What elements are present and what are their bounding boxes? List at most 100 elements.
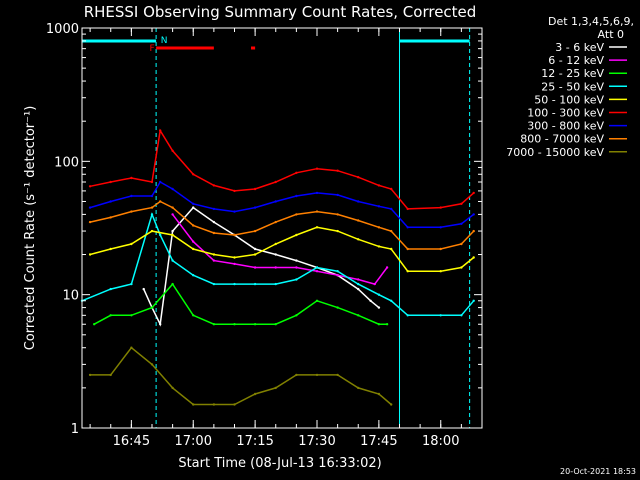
data-point-4-18 [460,266,463,269]
x-tick-label: 17:30 [298,434,335,449]
data-point-5-20 [472,191,475,195]
data-point-5-4 [159,129,162,132]
data-point-5-12 [315,167,319,170]
data-point-7-0 [88,220,92,224]
data-point-6-9 [253,206,257,209]
y-tick-label: 1000 [46,22,79,37]
data-point-5-13 [336,169,339,172]
data-point-2-11 [315,299,319,302]
data-point-4-8 [253,253,257,256]
x-axis-label: Start Time (08-Jul-13 16:33:02) [178,456,381,471]
data-point-3-16 [390,299,393,302]
timestamp: 20-Oct-2021 18:53 [560,467,636,476]
y-tick-label: 10 [62,289,79,304]
data-point-5-2 [130,176,133,180]
legend-label-5: 100 - 300 keV [527,107,604,120]
data-point-8-10 [295,373,298,377]
data-point-0-14 [377,306,381,309]
data-point-6-11 [295,194,298,198]
data-point-8-14 [377,392,381,396]
legend-label-2: 12 - 25 keV [541,67,604,80]
data-point-6-13 [336,193,339,197]
legend-label-0: 3 - 6 keV [555,41,604,54]
data-point-8-13 [357,386,360,390]
data-point-4-13 [357,238,360,241]
data-point-3-4 [159,233,162,237]
data-point-4-1 [109,247,112,251]
data-point-2-0 [93,323,96,326]
data-point-3-15 [377,293,381,296]
y-tick-label: 1 [71,422,79,437]
data-point-3-8 [233,282,236,286]
data-point-4-9 [274,242,277,246]
data-point-4-15 [390,247,393,251]
data-point-5-1 [109,180,112,184]
x-tick-label: 17:45 [360,434,397,449]
data-point-6-2 [130,194,133,198]
series-line-2 [93,282,388,325]
y-tick-label: 100 [54,155,79,170]
data-point-2-9 [274,323,277,326]
data-point-7-16 [390,229,393,233]
data-point-3-19 [460,314,463,317]
data-point-2-10 [295,314,298,317]
data-point-1-9 [357,278,360,281]
data-point-6-1 [109,200,112,203]
data-point-7-2 [130,210,133,213]
data-point-3-18 [439,314,442,317]
data-point-1-6 [295,266,298,269]
data-point-8-6 [212,403,216,406]
data-point-6-3 [150,194,154,198]
data-point-4-0 [88,253,92,256]
series-line-4 [89,226,475,272]
legend-label-4: 50 - 100 keV [534,93,604,106]
data-point-0-13 [369,299,372,302]
data-point-5-9 [253,187,257,191]
data-point-7-9 [253,229,257,233]
data-point-7-10 [274,220,277,224]
data-point-1-11 [385,266,389,269]
data-point-3-3 [150,213,154,216]
chart-title: RHESSI Observing Summary Count Rates, Co… [84,3,477,21]
data-point-6-17 [406,226,409,229]
data-point-2-1 [109,314,112,317]
data-point-5-6 [192,173,195,176]
data-point-3-20 [472,299,475,302]
data-point-8-3 [150,363,154,366]
data-point-8-7 [233,403,236,406]
data-point-6-10 [274,200,277,203]
data-point-3-13 [336,270,339,273]
data-point-7-13 [336,213,339,216]
data-point-4-12 [336,229,339,233]
data-point-5-15 [377,184,381,187]
data-point-0-2 [159,323,162,326]
data-point-4-2 [130,242,133,246]
data-point-1-5 [274,266,277,269]
data-point-6-6 [192,202,195,205]
data-point-3-17 [406,314,409,317]
data-point-8-1 [109,373,112,377]
plot-frame [81,27,483,429]
data-point-1-4 [253,266,257,269]
data-point-8-0 [88,373,92,377]
data-point-0-8 [274,253,277,256]
data-point-3-14 [357,282,360,286]
data-point-8-8 [253,392,257,396]
data-point-8-11 [315,373,319,377]
series-line-1 [172,213,388,285]
data-point-7-14 [357,219,360,222]
data-point-4-16 [406,270,409,273]
data-point-8-9 [274,386,277,390]
data-point-7-6 [192,224,195,227]
data-point-7-15 [377,226,381,229]
data-point-8-5 [192,403,195,406]
data-point-8-15 [390,403,393,406]
data-point-0-4 [192,206,195,209]
data-point-6-5 [171,187,174,191]
data-point-5-16 [390,187,393,191]
data-point-5-5 [171,149,174,152]
data-point-4-19 [472,256,475,259]
